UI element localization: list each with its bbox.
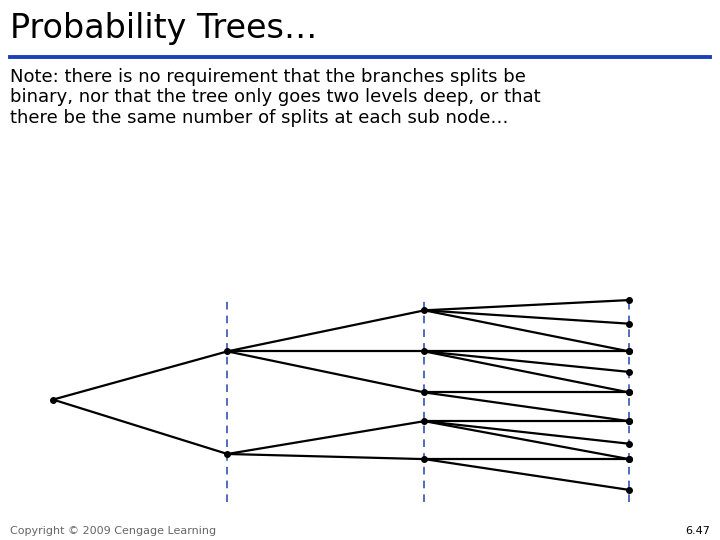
Text: Note: there is no requirement that the branches splits be
binary, nor that the t: Note: there is no requirement that the b… [10,68,541,127]
Text: Copyright © 2009 Cengage Learning: Copyright © 2009 Cengage Learning [10,525,216,536]
Text: Probability Trees…: Probability Trees… [10,12,318,45]
Text: 6.47: 6.47 [685,525,710,536]
